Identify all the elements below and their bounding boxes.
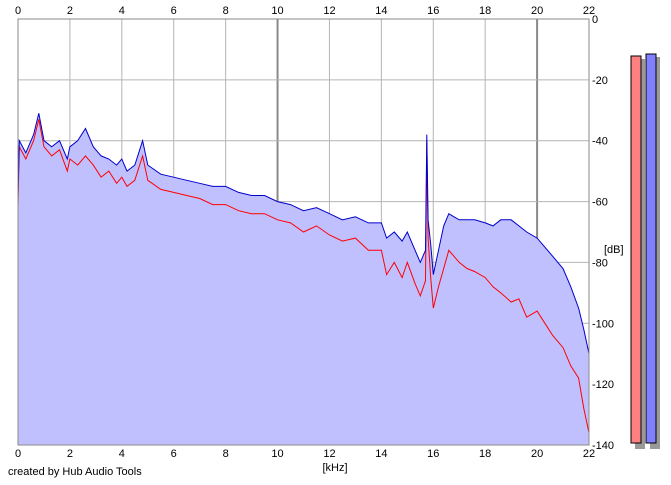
series-line-1: [17, 119, 590, 433]
x-tick-label-top: 10: [271, 5, 283, 17]
x-tick-label-bottom: 18: [479, 448, 491, 460]
x-tick-label-top: 22: [583, 5, 595, 17]
x-tick-label-top: 14: [375, 5, 387, 17]
x-tick-label-top: 6: [171, 5, 177, 17]
x-tick-label-bottom: 0: [15, 448, 21, 460]
x-axis-label: [kHz]: [322, 462, 347, 474]
y-tick-label: -140: [592, 440, 614, 452]
x-tick-label-top: 8: [223, 5, 229, 17]
y-axis-label: [dB]: [604, 244, 624, 256]
x-tick-label-top: 0: [15, 5, 21, 17]
y-tick-label: 0: [592, 14, 598, 26]
y-tick-label: -40: [592, 136, 608, 148]
y-tick-label: -120: [592, 379, 614, 391]
x-ticks-bottom: 0 2 4 6 8 10 12 14 16 18 20 22: [15, 448, 595, 460]
y-ticks: 0 -20 -40 -60 -80 -100 -120 -140: [592, 14, 614, 452]
x-tick-label-bottom: 16: [427, 448, 439, 460]
y-tick-label: -100: [592, 318, 614, 330]
x-tick-label-bottom: 14: [375, 448, 387, 460]
x-tick-label-bottom: 6: [171, 448, 177, 460]
x-tick-label-bottom: 2: [67, 448, 73, 460]
x-tick-label-bottom: 10: [271, 448, 283, 460]
y-tick-label: -60: [592, 197, 608, 209]
x-tick-label-bottom: 8: [223, 448, 229, 460]
x-ticks-top: 0 2 4 6 8 10 12 14 16 18 20 22: [15, 5, 595, 17]
x-tick-label-bottom: 20: [531, 448, 543, 460]
spectrum-fill: [18, 113, 589, 446]
footer-credit: created by Hub Audio Tools: [8, 466, 142, 478]
spectrum-area: [18, 113, 589, 446]
x-tick-label-bottom: 22: [583, 448, 595, 460]
x-tick-label-bottom: 4: [119, 448, 125, 460]
plot-border: [17, 18, 590, 446]
meter-right: [645, 53, 657, 444]
spectrum-lines: [17, 113, 590, 433]
x-tick-label-top: 16: [427, 5, 439, 17]
y-tick-label: -80: [592, 257, 608, 269]
meter-left: [630, 55, 642, 444]
series-line-2: [17, 113, 590, 354]
x-tick-label-top: 18: [479, 5, 491, 17]
x-tick-label-top: 4: [119, 5, 125, 17]
x-tick-label-top: 12: [323, 5, 335, 17]
level-meters: [630, 53, 660, 449]
x-tick-label-bottom: 12: [323, 448, 335, 460]
x-tick-label-top: 2: [67, 5, 73, 17]
y-tick-label: -20: [592, 75, 608, 87]
chart-frame: [17, 18, 590, 446]
x-tick-label-top: 20: [531, 5, 543, 17]
